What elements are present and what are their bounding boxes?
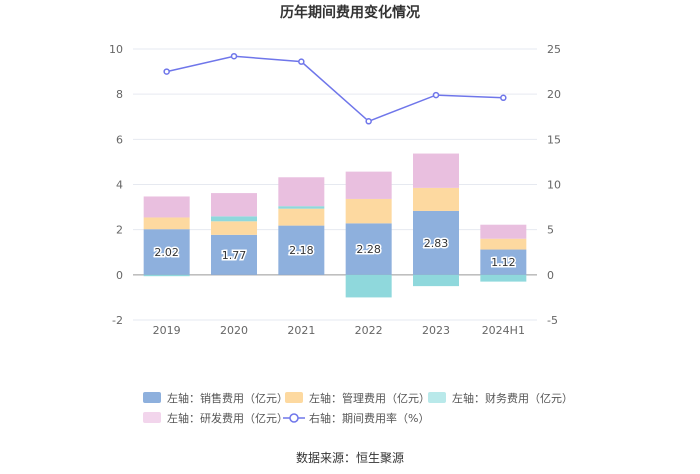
expense-rate-point [298,58,305,65]
left-tick-label: -2 [112,314,123,327]
bar-segment [278,208,325,226]
x-tick-label: 2019 [153,324,181,337]
right-tick-label: 25 [547,43,561,56]
legend-series-name: 销售费用（亿元） [200,391,288,405]
legend-prefix: 左轴： [167,411,200,425]
right-axis-ticks: -5 0 5 10 15 20 25 [547,43,561,327]
bar-group [143,153,527,298]
x-tick-label: 2022 [355,324,383,337]
legend-series-name: 研发费用（亿元） [200,411,288,425]
bar-value-label: 2.83 [424,237,449,250]
bar-value-label: 1.77 [222,249,247,262]
legend-prefix: 左轴： [309,391,342,405]
bar-segment [345,274,392,298]
right-tick-label: 5 [547,224,554,237]
grid-lines [133,48,537,321]
expense-rate-point [163,68,170,75]
legend-prefix: 左轴： [167,391,200,405]
left-tick-label: 0 [116,269,123,282]
bar-segment [143,229,190,275]
bar-segment [278,225,325,275]
bar-segment [413,210,459,275]
x-tick-label: 2021 [287,324,315,337]
left-tick-label: 10 [109,43,123,56]
left-tick-label: 2 [116,224,123,237]
bar-segment [413,187,459,211]
left-tick-label: 8 [116,88,123,101]
bar-segment [480,274,527,282]
legend-prefix: 右轴： [309,411,342,425]
right-tick-label: 0 [547,269,554,282]
legend-item[interactable]: 左轴：研发费用（亿元） [143,411,288,425]
legend-series-name: 管理费用（亿元） [342,391,430,405]
legend-prefix: 左轴： [452,391,485,405]
bar-segment [480,224,527,239]
bar-segment [211,234,257,275]
bar-segment [211,221,257,235]
right-tick-label: 10 [547,179,561,192]
left-tick-label: 6 [116,133,123,146]
legend: 左轴：销售费用（亿元） 左轴：管理费用（亿元） 左轴：财务费用（亿元）左轴：研发费用… [143,391,573,425]
x-tick-label: 2020 [220,324,248,337]
right-tick-label: 20 [547,88,561,101]
legend-label: 左轴：研发费用（亿元） [167,411,288,425]
bar-segment [345,223,392,275]
bar-segment [211,216,257,222]
bar-value-label: 1.12 [491,256,516,269]
left-tick-label: 4 [116,179,123,192]
right-tick-label: 15 [547,133,561,146]
bar-segment [413,274,459,287]
bar-value-label: 2.02 [154,246,179,259]
bar-value-label: 2.18 [289,244,314,257]
legend-label: 左轴：财务费用（亿元） [452,391,573,405]
expense-rate-point [230,52,238,60]
left-axis-ticks: -2 0 2 4 6 8 10 [109,43,123,327]
legend-item[interactable]: 左轴：财务费用（亿元） [428,391,573,405]
bar-segment [413,153,459,188]
expense-rate-point [432,91,440,99]
legend-swatch [143,392,161,403]
legend-series-name: 财务费用（亿元） [485,391,573,405]
bar-segment [143,217,190,230]
expense-rate-point [500,94,507,102]
x-tick-label: 2023 [422,324,450,337]
legend-item[interactable]: 右轴：期间费用率（%） [283,411,429,425]
legend-series-name: 期间费用率（%） [342,411,429,425]
bar-value-label: 2.28 [356,243,381,256]
bar-label-group: 2.02 1.77 2.18 2.28 2.83 1.12 [153,235,517,270]
legend-label: 左轴：管理费用（亿元） [309,391,430,405]
legend-item[interactable]: 左轴：管理费用（亿元） [285,391,430,405]
bar-segment [143,274,190,277]
bar-segment [480,249,527,275]
legend-swatch [428,392,446,403]
x-tick-label: 2024H1 [482,324,525,337]
bar-segment [211,193,257,217]
legend-swatch [143,412,161,423]
legend-line-marker [289,413,299,423]
line-series-group [163,52,507,125]
bar-segment [143,196,190,218]
expense-rate-line [166,55,504,123]
x-axis-ticks: 2019 2020 2021 2022 2023 2024H1 [153,324,525,337]
chart-title: 历年期间费用变化情况 [280,4,420,21]
expense-rate-point [365,118,372,125]
legend-label: 右轴：期间费用率（%） [309,411,429,425]
bar-segment [345,171,392,199]
bar-segment [278,206,325,209]
legend-label: 左轴：销售费用（亿元） [167,391,288,405]
legend-item[interactable]: 左轴：销售费用（亿元） [143,391,288,405]
bar-segment [278,177,325,207]
bar-segment [345,198,392,224]
legend-swatch [285,392,303,403]
right-tick-label: -5 [547,314,558,327]
data-source: 数据来源：恒生聚源 [296,450,404,465]
bar-segment [480,238,527,250]
